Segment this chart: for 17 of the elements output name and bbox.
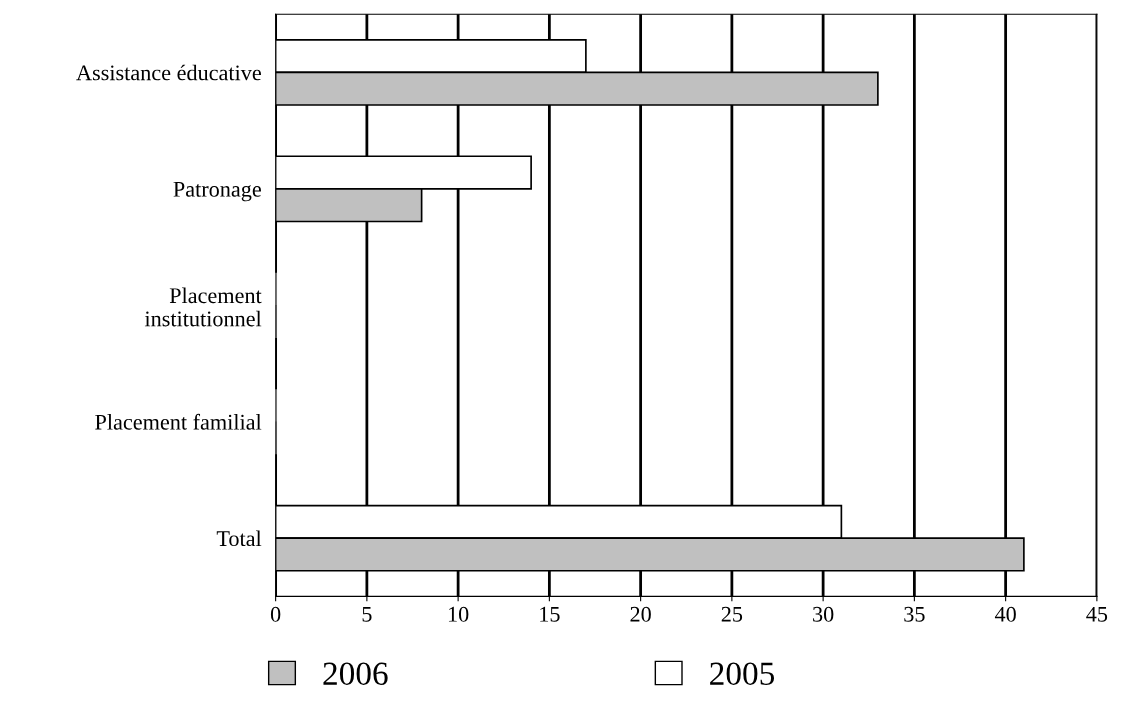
y-tick-label: Placement institutionnel	[144, 287, 262, 327]
x-tick-label: 5	[362, 606, 372, 622]
x-tick-label: 0	[270, 606, 281, 622]
y-tick-label: Placement familial	[95, 413, 262, 430]
x-tick-label: 35	[904, 606, 925, 622]
x-tick-label: 45	[1086, 606, 1108, 622]
y-tick-label: Total	[216, 530, 262, 547]
y-tick-label: Patronage	[173, 181, 261, 202]
x-tick-label: 20	[630, 606, 651, 622]
x-tick-label: 25	[721, 606, 743, 622]
x-tick-label: 40	[994, 606, 1016, 622]
legend-label: 2005	[710, 662, 775, 685]
y-tick-label: Assistance éducative	[76, 64, 261, 81]
x-tick-label: 15	[540, 606, 560, 622]
x-tick-label: 30	[813, 606, 834, 622]
legend-label: 2006	[323, 662, 388, 685]
x-tick-label: 10	[448, 606, 469, 622]
